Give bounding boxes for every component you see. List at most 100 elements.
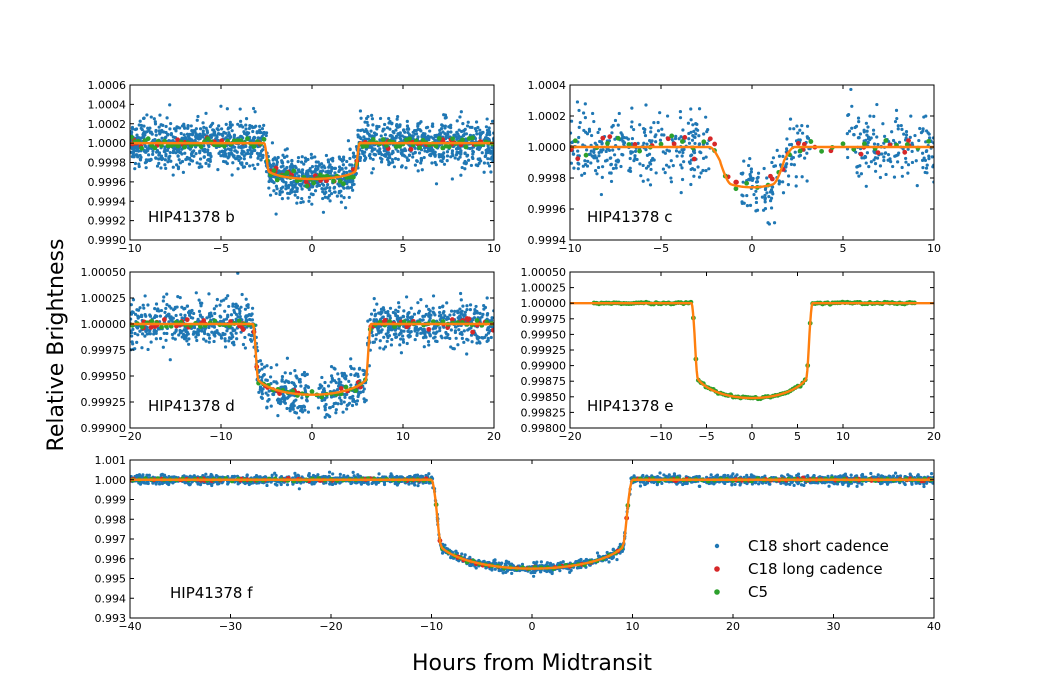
data-point-short-cadence (148, 314, 153, 318)
data-point-short-cadence (251, 163, 255, 167)
data-point-short-cadence (391, 310, 395, 315)
data-point-short-cadence (146, 303, 150, 307)
data-point-short-cadence (677, 150, 682, 154)
data-point-short-cadence (194, 152, 198, 156)
data-point-short-cadence (142, 306, 146, 310)
panel-c-series-short-cadence (570, 87, 934, 226)
data-point-short-cadence (171, 320, 175, 324)
data-point-short-cadence (330, 165, 334, 170)
data-point-short-cadence (197, 165, 201, 169)
data-point-short-cadence (639, 174, 643, 178)
data-point-short-cadence (130, 340, 134, 344)
data-point-short-cadence (754, 189, 758, 193)
data-point-short-cadence (458, 155, 462, 159)
data-point-short-cadence (919, 130, 924, 135)
data-point-short-cadence (334, 411, 338, 415)
data-point-short-cadence (131, 327, 135, 331)
data-point-short-cadence (260, 367, 264, 371)
data-point-short-cadence (745, 193, 749, 198)
data-point-short-cadence (692, 129, 696, 133)
data-point-short-cadence (257, 390, 261, 394)
data-point-short-cadence (754, 196, 759, 200)
x-tick-label: −5 (698, 430, 714, 443)
data-point-short-cadence (136, 155, 140, 159)
data-point-short-cadence (203, 331, 207, 336)
data-point-short-cadence (892, 175, 897, 179)
data-point-short-cadence (609, 179, 614, 184)
data-point-short-cadence (421, 331, 425, 335)
panel-e-label: HIP41378 e (587, 397, 673, 415)
data-point-short-cadence (314, 164, 318, 168)
data-point-short-cadence (146, 347, 150, 352)
data-point-short-cadence (284, 183, 288, 188)
data-point-short-cadence (207, 164, 211, 168)
data-point-short-cadence (229, 148, 233, 152)
data-point-short-cadence (178, 296, 182, 300)
data-point-short-cadence (478, 136, 482, 140)
data-point-c5 (370, 137, 376, 142)
data-point-short-cadence (767, 194, 771, 199)
data-point-short-cadence (153, 314, 157, 318)
data-point-short-cadence (198, 162, 202, 166)
data-point-short-cadence (689, 118, 693, 122)
data-point-short-cadence (572, 152, 576, 156)
data-point-c5 (470, 135, 475, 141)
data-point-short-cadence (876, 473, 880, 477)
data-point-short-cadence (192, 154, 196, 158)
data-point-c5 (236, 318, 242, 324)
data-point-short-cadence (755, 180, 760, 184)
data-point-long-cadence (470, 329, 476, 335)
data-point-short-cadence (212, 339, 216, 344)
data-point-short-cadence (393, 157, 398, 161)
data-point-c5 (309, 389, 315, 394)
data-point-short-cadence (157, 161, 161, 165)
data-point-long-cadence (228, 319, 233, 324)
data-point-short-cadence (680, 166, 684, 170)
data-point-short-cadence (679, 163, 683, 167)
data-point-short-cadence (239, 145, 243, 149)
x-tick-label: −10 (649, 430, 672, 443)
data-point-short-cadence (169, 132, 173, 136)
data-point-short-cadence (259, 149, 264, 153)
data-point-short-cadence (643, 127, 647, 132)
data-point-short-cadence (449, 130, 453, 134)
data-point-short-cadence (149, 146, 154, 151)
data-point-short-cadence (255, 151, 260, 155)
data-point-short-cadence (388, 119, 392, 124)
data-point-short-cadence (282, 400, 286, 404)
data-point-short-cadence (420, 135, 424, 139)
data-point-short-cadence (316, 160, 320, 164)
data-point-short-cadence (234, 312, 238, 316)
data-point-short-cadence (396, 114, 400, 119)
data-point-short-cadence (648, 139, 652, 143)
data-point-short-cadence (768, 190, 772, 194)
data-point-short-cadence (361, 390, 365, 394)
data-point-short-cadence (485, 117, 489, 121)
data-point-short-cadence (190, 129, 194, 133)
data-point-short-cadence (153, 137, 157, 142)
data-point-short-cadence (260, 362, 264, 366)
data-point-short-cadence (399, 165, 404, 169)
data-point-short-cadence (154, 337, 158, 341)
data-point-short-cadence (141, 303, 145, 307)
data-point-short-cadence (622, 141, 627, 145)
data-point-short-cadence (391, 149, 395, 153)
data-point-short-cadence (927, 154, 931, 158)
data-point-short-cadence (806, 136, 810, 140)
data-point-short-cadence (401, 334, 405, 338)
x-tick-label: 5 (840, 242, 847, 255)
data-point-short-cadence (453, 325, 458, 329)
y-tick-label: 0.9992 (88, 215, 127, 228)
data-point-short-cadence (687, 160, 692, 164)
data-point-short-cadence (163, 136, 167, 140)
data-point-short-cadence (925, 163, 929, 167)
data-point-short-cadence (279, 165, 283, 169)
data-point-short-cadence (180, 124, 185, 128)
data-point-short-cadence (638, 162, 642, 166)
data-point-short-cadence (326, 160, 331, 164)
data-point-short-cadence (171, 173, 175, 177)
data-point-short-cadence (452, 313, 456, 317)
data-point-short-cadence (313, 155, 317, 159)
data-point-short-cadence (378, 339, 382, 343)
data-point-short-cadence (373, 153, 377, 157)
